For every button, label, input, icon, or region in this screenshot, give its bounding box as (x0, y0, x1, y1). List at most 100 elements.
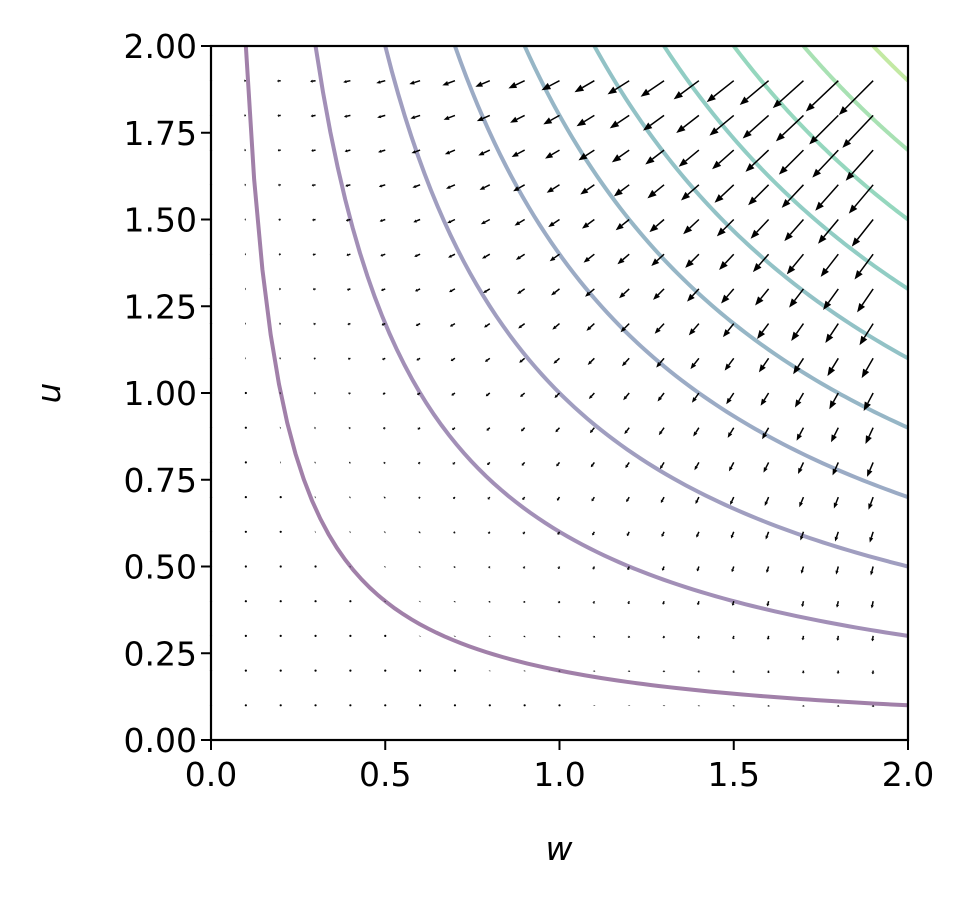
vector-arrow (654, 323, 665, 334)
vector-arrow (801, 670, 805, 674)
vector-arrow (848, 184, 874, 214)
vector-arrow (696, 600, 700, 606)
vector-arrow (418, 531, 421, 534)
vector-arrow (244, 252, 246, 256)
vector-arrow (799, 496, 805, 508)
vector-arrow (279, 460, 281, 465)
vector-arrow (383, 426, 386, 430)
vector-arrow (722, 323, 735, 338)
vector-arrow (484, 357, 491, 362)
vector-arrow (383, 461, 386, 465)
vector-arrow (871, 635, 875, 642)
vector-arrow (836, 670, 840, 674)
vector-arrow (314, 530, 316, 534)
vector-arrow (758, 357, 770, 373)
vector-arrow (801, 601, 805, 607)
vector-arrow (800, 531, 805, 541)
vector-arrow (863, 392, 874, 412)
vector-arrow (859, 323, 874, 346)
contour-line (871, 46, 908, 83)
vector-arrow (379, 218, 386, 223)
vector-arrow (690, 357, 700, 370)
vector-arrow (760, 392, 770, 406)
vector-arrow (515, 253, 526, 260)
vector-arrow (278, 252, 281, 256)
vector-arrow (278, 183, 281, 187)
vector-arrow (557, 531, 561, 535)
vector-arrow (481, 253, 491, 259)
vector-arrow (836, 635, 840, 641)
vector-arrow (619, 288, 630, 299)
vector-arrow (419, 704, 422, 707)
vector-arrow (453, 600, 457, 603)
y-axis-label: u (29, 383, 68, 404)
vector-arrow (314, 704, 317, 707)
vector-arrow (588, 392, 595, 400)
vector-arrow (661, 600, 666, 605)
vector-arrow (447, 218, 456, 224)
vector-arrow (521, 427, 526, 432)
vector-arrow (662, 635, 666, 639)
vector-arrow (311, 183, 316, 187)
vector-arrow (414, 253, 421, 258)
vector-arrow (871, 705, 875, 708)
vector-arrow (418, 635, 422, 637)
vector-arrow (452, 461, 456, 465)
x-axis-label: w (546, 829, 574, 868)
vector-arrow (714, 184, 735, 203)
vector-arrow (310, 114, 316, 118)
vector-arrow (557, 600, 561, 604)
vector-arrow (836, 705, 840, 707)
vector-arrow (487, 496, 491, 500)
vector-arrow (484, 322, 491, 328)
vector-arrow (349, 669, 352, 672)
vector-arrow (673, 80, 700, 100)
vector-arrow (592, 705, 596, 706)
vector-arrow (279, 287, 281, 291)
vector-arrow (445, 184, 456, 189)
vector-arrow (697, 705, 701, 707)
vector-arrow (678, 149, 700, 167)
vector-arrow (764, 496, 770, 507)
vector-arrow (417, 427, 421, 430)
vector-arrow (411, 149, 421, 154)
vector-arrow (475, 80, 491, 87)
y-tick-label: 1.25 (124, 287, 197, 326)
vector-arrow (627, 635, 631, 639)
vector-arrow (521, 461, 526, 466)
vector-arrow (825, 323, 839, 344)
vector-arrow (311, 148, 316, 153)
vector-arrow (549, 253, 560, 262)
vector-arrow (418, 565, 421, 569)
vector-arrow (415, 288, 421, 292)
vector-arrow (487, 566, 491, 569)
vector-arrow (870, 566, 874, 576)
vector-arrow (653, 288, 665, 300)
vector-arrow (587, 357, 595, 365)
vector-arrow (520, 392, 526, 398)
contour-line (453, 46, 908, 499)
y-tick-label: 1.75 (124, 114, 197, 153)
vector-arrow (607, 80, 630, 95)
vector-arrow (794, 392, 805, 408)
vector-arrow (626, 496, 630, 503)
vector-arrow (728, 462, 735, 472)
vector-arrow (554, 392, 561, 398)
vector-arrow (487, 531, 491, 534)
vector-arrow (384, 634, 387, 638)
y-tick-label: 1.00 (124, 374, 197, 413)
y-tick-label: 1.50 (124, 201, 197, 240)
vector-arrow (838, 80, 874, 115)
vector-arrow (869, 531, 874, 543)
vector-arrow (314, 600, 317, 603)
vector-arrow (576, 114, 595, 127)
vector-arrow (277, 148, 281, 152)
vector-arrow (410, 114, 421, 119)
vector-arrow (623, 392, 630, 401)
vector-arrow (617, 253, 630, 265)
vector-arrow (384, 704, 387, 707)
vector-arrow (831, 427, 839, 443)
vector-arrow (412, 184, 421, 188)
vector-arrow (762, 427, 770, 440)
vector-arrow (784, 219, 805, 242)
